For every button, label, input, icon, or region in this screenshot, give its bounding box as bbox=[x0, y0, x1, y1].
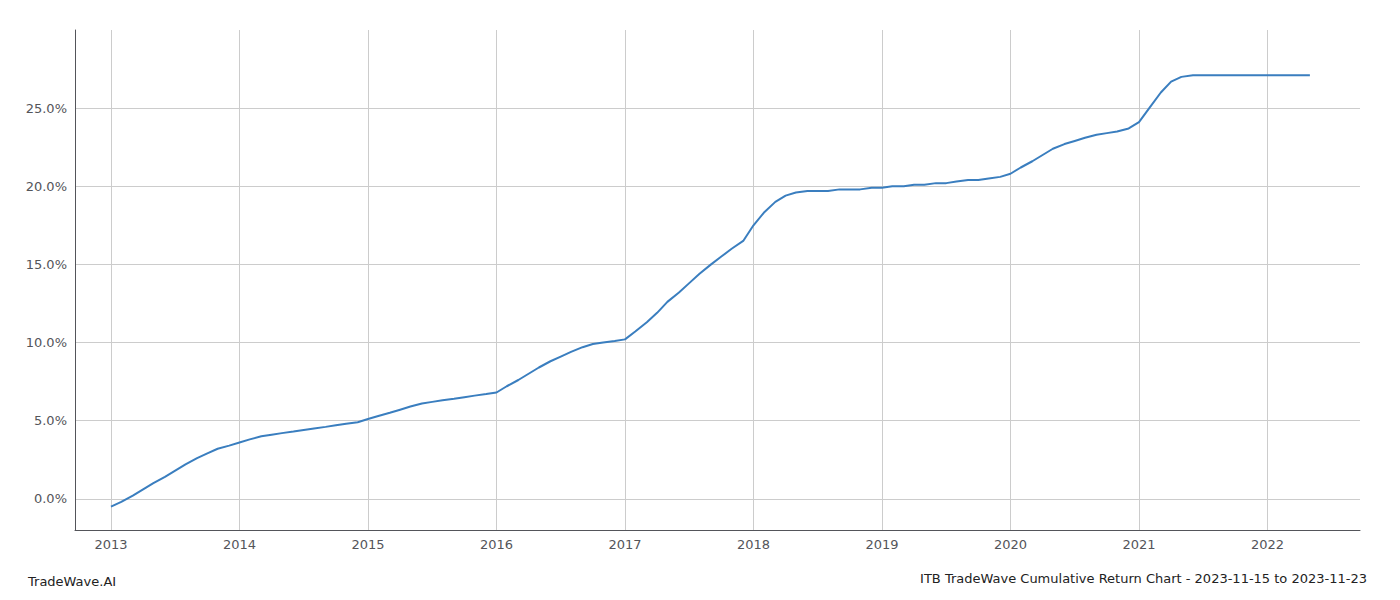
svg-text:2018: 2018 bbox=[737, 537, 770, 552]
svg-text:2015: 2015 bbox=[351, 537, 384, 552]
svg-text:2021: 2021 bbox=[1122, 537, 1155, 552]
svg-text:2016: 2016 bbox=[480, 537, 513, 552]
svg-text:ITB TradeWave Cumulative Retur: ITB TradeWave Cumulative Return Chart - … bbox=[920, 571, 1367, 586]
svg-text:20.0%: 20.0% bbox=[26, 179, 67, 194]
svg-text:TradeWave.AI: TradeWave.AI bbox=[27, 574, 116, 589]
svg-text:15.0%: 15.0% bbox=[26, 257, 67, 272]
svg-text:2019: 2019 bbox=[865, 537, 898, 552]
svg-text:25.0%: 25.0% bbox=[26, 101, 67, 116]
svg-text:2020: 2020 bbox=[994, 537, 1027, 552]
svg-text:0.0%: 0.0% bbox=[34, 491, 67, 506]
svg-text:2013: 2013 bbox=[94, 537, 127, 552]
svg-text:2014: 2014 bbox=[223, 537, 256, 552]
svg-text:2022: 2022 bbox=[1251, 537, 1284, 552]
svg-text:5.0%: 5.0% bbox=[34, 413, 67, 428]
svg-text:10.0%: 10.0% bbox=[26, 335, 67, 350]
svg-text:2017: 2017 bbox=[608, 537, 641, 552]
